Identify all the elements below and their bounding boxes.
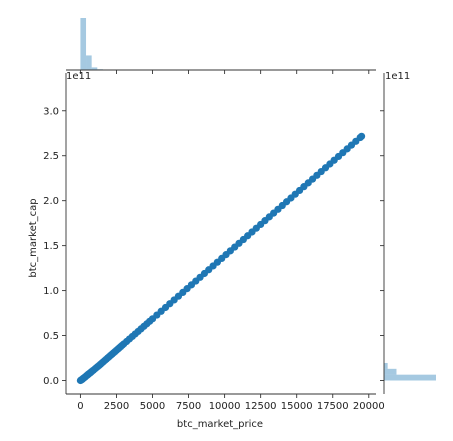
- x-tick-label: 15000: [281, 401, 313, 412]
- y-tick-label: 0.0: [43, 376, 59, 387]
- data-points: [76, 132, 366, 385]
- data-point: [357, 132, 366, 140]
- x-tick-label: 12500: [245, 401, 277, 412]
- x-tick-label: 0: [77, 401, 83, 412]
- y-tick-label: 3.0: [43, 106, 59, 117]
- x-tick-label: 5000: [140, 401, 165, 412]
- y-marginal-histogram: [380, 110, 436, 381]
- y-histogram-bar: [384, 374, 436, 381]
- y-tick-label: 1.0: [43, 286, 59, 297]
- y-tick-label: 0.5: [43, 331, 59, 342]
- x-tick-label: 20000: [353, 401, 385, 412]
- scatter-plot-area: 0 2500 5000 7500 10000 12500 15000 17500 20000 0…: [43, 73, 385, 412]
- x-tick-label: 7500: [176, 401, 201, 412]
- y-tick-label: 2.0: [43, 196, 59, 207]
- y-tick-label: 1.5: [43, 241, 59, 252]
- x-marginal-histogram: [79, 18, 370, 74]
- x-axis-ticks: 0 2500 5000 7500 10000 12500 15000 17500 20000: [77, 394, 385, 412]
- y-offset-text: 1e11: [66, 71, 91, 82]
- x-histogram-bar: [80, 18, 87, 70]
- y-tick-label: 2.5: [43, 151, 59, 162]
- y-axis-label: btc_market_cap: [28, 198, 39, 277]
- x-tick-label: 17500: [317, 401, 349, 412]
- x-tick-label: 2500: [104, 401, 129, 412]
- x-tick-label: 10000: [209, 401, 241, 412]
- x-histogram-bar: [91, 67, 98, 70]
- y-histogram-bar: [384, 362, 388, 369]
- y-histogram-bar: [384, 368, 397, 375]
- x-histogram-bar: [86, 55, 92, 70]
- y-marginal-offset-text: 1e11: [385, 71, 410, 82]
- y-axis-ticks: 0.0 0.5 1.0 1.5 2.0 2.5 3.0: [43, 106, 66, 387]
- x-axis-label: btc_market_price: [177, 419, 263, 430]
